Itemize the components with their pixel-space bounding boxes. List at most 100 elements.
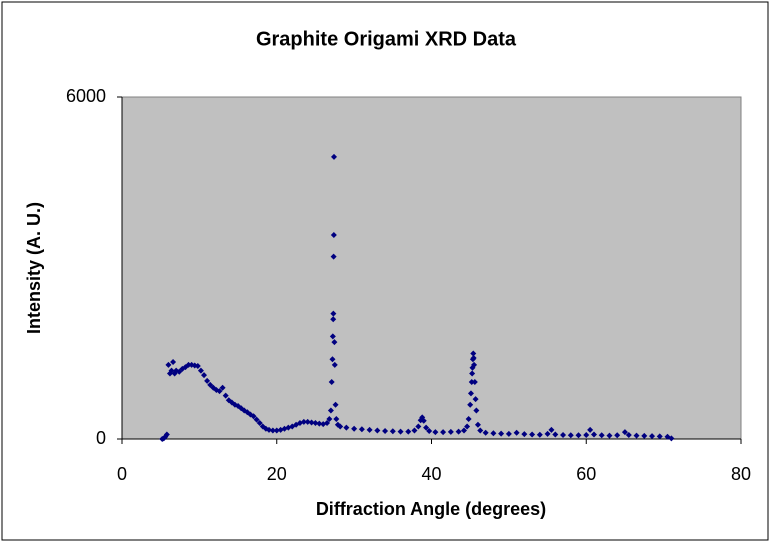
data-point <box>641 432 648 439</box>
data-point <box>253 416 260 423</box>
data-point <box>316 420 323 427</box>
data-point <box>194 363 201 370</box>
x-tick-label: 60 <box>576 464 596 484</box>
data-point <box>216 388 223 395</box>
data-point <box>544 430 551 437</box>
data-point <box>331 339 338 346</box>
data-point <box>464 423 471 430</box>
data-point <box>326 416 333 423</box>
data-point <box>327 407 334 414</box>
data-point <box>411 427 418 434</box>
data-point <box>170 359 177 366</box>
x-axis-label: Diffraction Angle (degrees) <box>316 499 546 519</box>
data-point <box>460 427 467 434</box>
data-point <box>552 431 559 438</box>
data-point <box>498 430 505 437</box>
data-point <box>575 432 582 439</box>
data-point <box>432 429 439 436</box>
data-point <box>560 432 567 439</box>
data-point <box>567 432 574 439</box>
data-point <box>587 426 594 433</box>
data-point <box>521 431 528 438</box>
data-point <box>440 429 447 436</box>
data-point <box>256 420 263 427</box>
data-point <box>548 426 555 433</box>
data-point <box>455 428 462 435</box>
y-tick-label: 6000 <box>66 86 106 106</box>
data-point <box>185 361 192 368</box>
data-point <box>163 431 170 438</box>
data-point <box>474 421 481 428</box>
data-point <box>471 379 478 385</box>
data-point <box>529 431 536 438</box>
data-point <box>467 390 474 397</box>
data-point <box>536 431 543 438</box>
data-point <box>614 432 621 439</box>
plot-area <box>121 96 742 440</box>
data-point <box>304 418 311 425</box>
data-point <box>366 426 373 433</box>
data-point <box>382 428 389 435</box>
data-point <box>469 370 476 377</box>
data-point <box>467 401 474 408</box>
data-point <box>470 350 477 357</box>
data-point <box>273 427 280 434</box>
data-point <box>415 423 422 430</box>
x-tick-label: 80 <box>731 464 751 484</box>
data-point <box>266 426 273 433</box>
data-point <box>250 413 257 420</box>
data-point <box>337 423 344 430</box>
data-point <box>426 428 433 435</box>
data-point <box>397 428 404 435</box>
data-point <box>633 432 640 439</box>
y-tick-label: 0 <box>96 428 106 448</box>
data-point <box>473 407 480 414</box>
data-point <box>477 427 484 434</box>
data-point <box>343 424 350 431</box>
data-point <box>482 429 489 436</box>
data-point <box>625 432 632 439</box>
data-point <box>423 424 430 431</box>
data-point <box>197 367 204 374</box>
data-point <box>374 427 381 434</box>
chart-title: Graphite Origami XRD Data <box>256 28 517 50</box>
data-point <box>300 418 307 425</box>
data-point <box>330 316 337 323</box>
data-point <box>329 333 336 340</box>
data-point <box>358 426 365 433</box>
data-point <box>513 429 520 436</box>
data-point <box>405 428 412 435</box>
data-point <box>505 430 512 437</box>
data-point <box>389 428 396 435</box>
data-point <box>420 417 427 424</box>
data-point <box>470 355 477 362</box>
data-point <box>330 310 337 317</box>
data-point <box>471 361 478 368</box>
data-point <box>668 435 675 442</box>
data-point <box>656 433 663 440</box>
data-point <box>606 432 613 439</box>
data-point <box>269 427 276 434</box>
data-point <box>328 379 335 385</box>
data-point <box>598 432 605 439</box>
data-point <box>465 416 472 423</box>
data-point <box>351 425 358 432</box>
data-point <box>222 392 229 399</box>
data-point <box>649 433 656 440</box>
x-tick-label: 20 <box>267 464 287 484</box>
data-point <box>583 432 590 439</box>
y-axis-label: Intensity (A. U.) <box>24 202 44 334</box>
data-point <box>312 420 319 427</box>
data-point <box>204 377 211 384</box>
data-point <box>447 428 454 435</box>
data-point <box>330 231 337 238</box>
data-point <box>332 401 339 408</box>
data-point <box>590 431 597 438</box>
data-point <box>472 396 479 403</box>
data-point <box>219 384 226 391</box>
data-point <box>330 253 337 260</box>
x-tick-label: 40 <box>421 464 441 484</box>
data-point <box>490 430 497 437</box>
data-point <box>329 356 336 363</box>
